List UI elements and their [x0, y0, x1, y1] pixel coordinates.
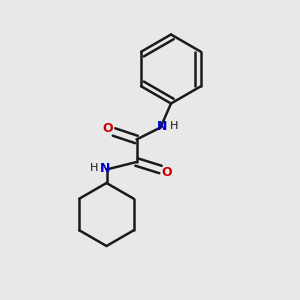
- Text: O: O: [162, 166, 172, 179]
- Text: N: N: [100, 162, 110, 176]
- Text: H: H: [90, 163, 98, 173]
- Text: N: N: [157, 120, 167, 134]
- Text: H: H: [170, 121, 178, 131]
- Text: O: O: [102, 122, 113, 136]
